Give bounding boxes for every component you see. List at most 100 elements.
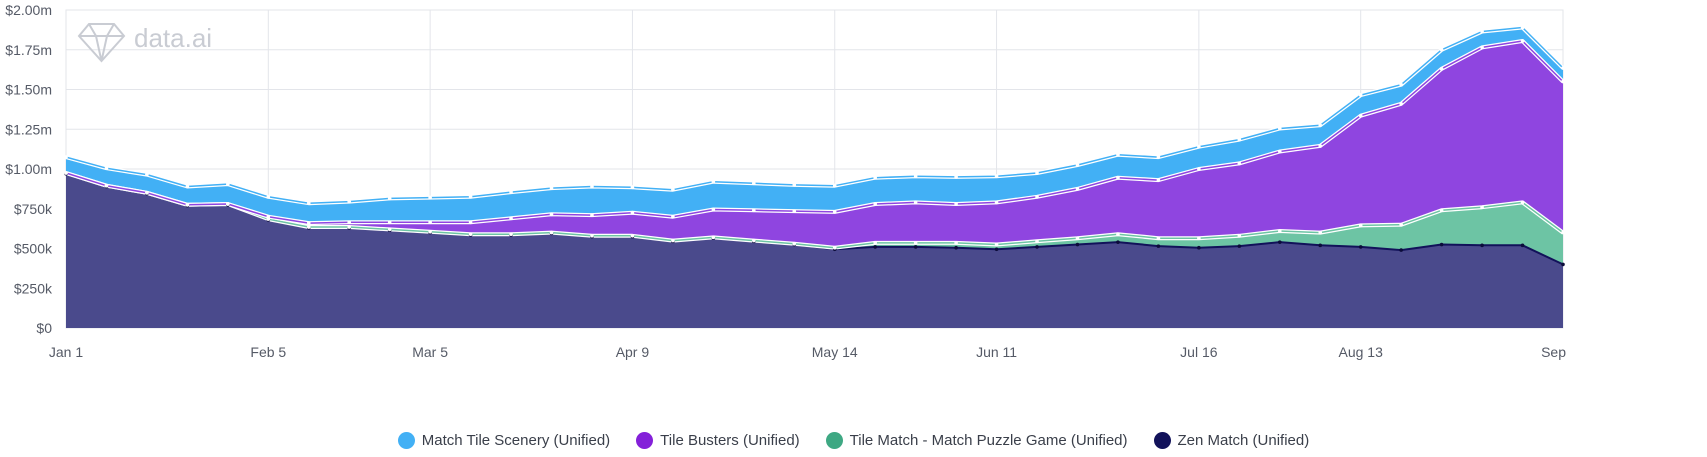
point-tile-busters[interactable] bbox=[1116, 175, 1120, 180]
point-tile-busters[interactable] bbox=[104, 183, 109, 188]
point-tile-busters[interactable] bbox=[832, 210, 837, 214]
point-zen-match[interactable] bbox=[954, 245, 958, 250]
point-tile-busters[interactable] bbox=[266, 214, 271, 219]
point-match-tile-scenery[interactable] bbox=[1035, 171, 1039, 175]
point-tile-busters[interactable] bbox=[428, 220, 432, 225]
point-zen-match[interactable] bbox=[1075, 242, 1080, 247]
point-tile-busters[interactable] bbox=[1237, 161, 1242, 166]
point-match-tile-scenery[interactable] bbox=[752, 181, 756, 186]
point-match-tile-scenery[interactable] bbox=[549, 186, 554, 190]
point-zen-match[interactable] bbox=[913, 245, 918, 249]
legend-item-tile-match[interactable]: Tile Match - Match Puzzle Game (Unified) bbox=[825, 432, 1128, 449]
point-tile-busters[interactable] bbox=[549, 212, 554, 217]
point-tile-busters[interactable] bbox=[64, 171, 68, 175]
point-tile-match-match-puzzle-game[interactable] bbox=[832, 245, 837, 250]
point-tile-match-match-puzzle-game[interactable] bbox=[428, 230, 432, 234]
point-tile-match-match-puzzle-game[interactable] bbox=[1035, 239, 1039, 244]
point-match-tile-scenery[interactable] bbox=[387, 196, 392, 201]
point-match-tile-scenery[interactable] bbox=[104, 166, 109, 171]
point-tile-match-match-puzzle-game[interactable] bbox=[306, 225, 311, 229]
point-tile-match-match-puzzle-game[interactable] bbox=[1075, 236, 1080, 240]
point-tile-busters[interactable] bbox=[752, 208, 756, 213]
point-match-tile-scenery[interactable] bbox=[1075, 163, 1080, 167]
point-tile-match-match-puzzle-game[interactable] bbox=[509, 232, 513, 236]
point-tile-match-match-puzzle-game[interactable] bbox=[387, 227, 392, 232]
point-match-tile-scenery[interactable] bbox=[1439, 47, 1444, 52]
point-match-tile-scenery[interactable] bbox=[266, 195, 271, 199]
area-tile-busters[interactable] bbox=[66, 41, 1563, 248]
point-tile-busters[interactable] bbox=[873, 202, 877, 206]
point-match-tile-scenery[interactable] bbox=[1399, 82, 1403, 87]
point-match-tile-scenery[interactable] bbox=[1480, 29, 1484, 34]
point-match-tile-scenery[interactable] bbox=[913, 174, 918, 178]
point-tile-busters[interactable] bbox=[1480, 45, 1484, 50]
point-zen-match[interactable] bbox=[1156, 244, 1161, 248]
point-match-tile-scenery[interactable] bbox=[185, 184, 190, 189]
point-zen-match[interactable] bbox=[994, 247, 999, 252]
point-match-tile-scenery[interactable] bbox=[1156, 155, 1161, 159]
point-match-tile-scenery[interactable] bbox=[994, 174, 999, 178]
point-tile-match-match-puzzle-game[interactable] bbox=[954, 241, 958, 245]
point-tile-busters[interactable] bbox=[671, 214, 675, 219]
point-zen-match[interactable] bbox=[873, 245, 877, 249]
point-match-tile-scenery[interactable] bbox=[954, 175, 958, 179]
area-zen-match[interactable] bbox=[66, 173, 1563, 328]
point-tile-busters[interactable] bbox=[347, 220, 352, 225]
point-tile-busters[interactable] bbox=[1156, 178, 1161, 182]
point-tile-match-match-puzzle-game[interactable] bbox=[873, 241, 877, 245]
point-zen-match[interactable] bbox=[1358, 245, 1363, 249]
point-match-tile-scenery[interactable] bbox=[226, 182, 230, 186]
point-zen-match[interactable] bbox=[1277, 240, 1282, 244]
point-match-tile-scenery[interactable] bbox=[428, 195, 432, 200]
legend-item-zen-match[interactable]: Zen Match (Unified) bbox=[1153, 432, 1309, 449]
point-match-tile-scenery[interactable] bbox=[873, 175, 877, 180]
point-tile-busters[interactable] bbox=[1075, 187, 1080, 191]
point-match-tile-scenery[interactable] bbox=[1197, 144, 1201, 149]
point-tile-match-match-puzzle-game[interactable] bbox=[1561, 230, 1565, 235]
point-tile-match-match-puzzle-game[interactable] bbox=[1399, 222, 1403, 227]
point-tile-match-match-puzzle-game[interactable] bbox=[1318, 230, 1323, 235]
point-zen-match[interactable] bbox=[1035, 245, 1039, 249]
point-tile-match-match-puzzle-game[interactable] bbox=[711, 235, 716, 240]
point-tile-busters[interactable] bbox=[711, 207, 716, 212]
point-tile-busters[interactable] bbox=[1399, 102, 1403, 106]
point-tile-busters[interactable] bbox=[185, 202, 190, 207]
point-tile-busters[interactable] bbox=[1035, 195, 1039, 199]
point-tile-match-match-puzzle-game[interactable] bbox=[1520, 200, 1525, 205]
point-match-tile-scenery[interactable] bbox=[347, 199, 352, 204]
point-zen-match[interactable] bbox=[1439, 242, 1444, 247]
point-tile-match-match-puzzle-game[interactable] bbox=[1197, 236, 1201, 240]
point-tile-match-match-puzzle-game[interactable] bbox=[792, 241, 797, 246]
point-zen-match[interactable] bbox=[1520, 243, 1525, 248]
point-match-tile-scenery[interactable] bbox=[671, 187, 675, 192]
point-zen-match[interactable] bbox=[1561, 262, 1565, 267]
point-tile-busters[interactable] bbox=[954, 202, 958, 206]
point-tile-busters[interactable] bbox=[1520, 39, 1525, 43]
point-match-tile-scenery[interactable] bbox=[1520, 25, 1525, 30]
point-match-tile-scenery[interactable] bbox=[64, 155, 68, 159]
point-tile-match-match-puzzle-game[interactable] bbox=[671, 238, 675, 243]
point-match-tile-scenery[interactable] bbox=[1277, 126, 1282, 131]
point-tile-busters[interactable] bbox=[590, 213, 594, 217]
point-match-tile-scenery[interactable] bbox=[711, 179, 716, 184]
point-zen-match[interactable] bbox=[1399, 248, 1403, 252]
point-tile-match-match-puzzle-game[interactable] bbox=[1439, 208, 1444, 213]
point-tile-busters[interactable] bbox=[994, 200, 999, 205]
point-tile-busters[interactable] bbox=[1439, 67, 1444, 71]
point-match-tile-scenery[interactable] bbox=[306, 201, 311, 205]
point-tile-busters[interactable] bbox=[630, 210, 635, 215]
point-tile-busters[interactable] bbox=[1561, 79, 1565, 84]
point-match-tile-scenery[interactable] bbox=[630, 185, 635, 190]
point-tile-busters[interactable] bbox=[509, 216, 513, 221]
point-tile-match-match-puzzle-game[interactable] bbox=[590, 233, 594, 238]
point-tile-busters[interactable] bbox=[226, 202, 230, 206]
point-match-tile-scenery[interactable] bbox=[1116, 152, 1120, 157]
point-match-tile-scenery[interactable] bbox=[1237, 137, 1242, 142]
point-zen-match[interactable] bbox=[1237, 244, 1242, 248]
point-match-tile-scenery[interactable] bbox=[832, 183, 837, 188]
point-tile-match-match-puzzle-game[interactable] bbox=[468, 232, 473, 236]
point-zen-match[interactable] bbox=[1116, 240, 1120, 244]
point-tile-match-match-puzzle-game[interactable] bbox=[630, 233, 635, 238]
point-tile-busters[interactable] bbox=[306, 221, 311, 225]
point-tile-match-match-puzzle-game[interactable] bbox=[1237, 233, 1242, 238]
